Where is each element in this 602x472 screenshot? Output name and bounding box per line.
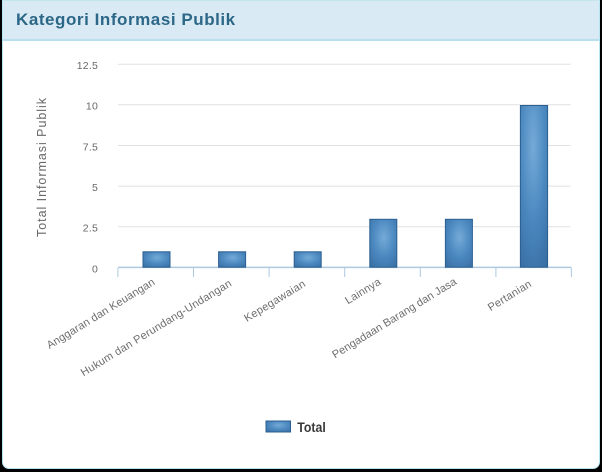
svg-text:0: 0 bbox=[92, 263, 98, 275]
svg-text:7.5: 7.5 bbox=[83, 141, 98, 153]
svg-text:12.5: 12.5 bbox=[77, 60, 98, 72]
svg-text:5: 5 bbox=[92, 182, 98, 194]
svg-text:Pengadaan Barang dan Jasa: Pengadaan Barang dan Jasa bbox=[330, 275, 459, 361]
svg-text:Hukum dan Perundang-Undangan: Hukum dan Perundang-Undangan bbox=[79, 278, 234, 379]
svg-text:Total: Total bbox=[297, 420, 326, 435]
svg-text:2.5: 2.5 bbox=[83, 223, 98, 235]
svg-text:Pertanian: Pertanian bbox=[486, 278, 534, 314]
svg-text:10: 10 bbox=[86, 101, 98, 113]
svg-text:Total Informasi Publik: Total Informasi Publik bbox=[35, 97, 49, 237]
svg-text:Kepegawaian: Kepegawaian bbox=[242, 278, 308, 325]
svg-text:Lainnya: Lainnya bbox=[343, 276, 384, 307]
